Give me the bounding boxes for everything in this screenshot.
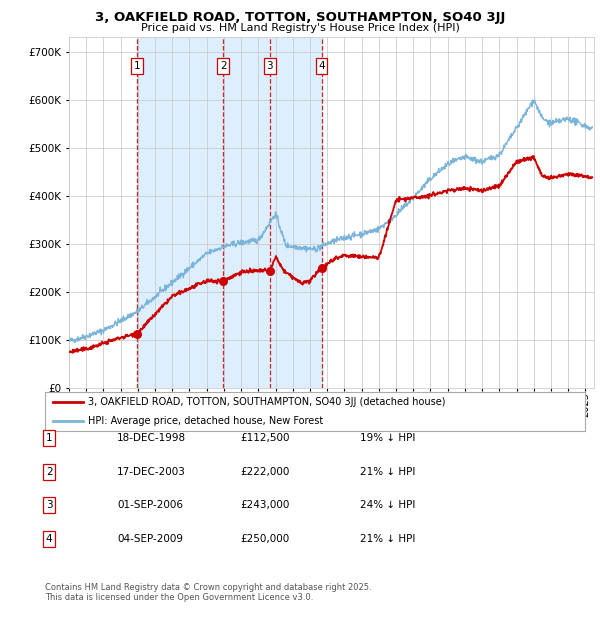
Text: £250,000: £250,000 [240,534,289,544]
Text: 01-SEP-2006: 01-SEP-2006 [117,500,183,510]
Text: £112,500: £112,500 [240,433,290,443]
Text: 1: 1 [46,433,53,443]
Text: 3, OAKFIELD ROAD, TOTTON, SOUTHAMPTON, SO40 3JJ: 3, OAKFIELD ROAD, TOTTON, SOUTHAMPTON, S… [95,11,505,24]
Text: 2: 2 [220,61,227,71]
Text: 3: 3 [46,500,53,510]
Text: 3: 3 [266,61,273,71]
Text: Price paid vs. HM Land Registry's House Price Index (HPI): Price paid vs. HM Land Registry's House … [140,23,460,33]
Text: 1: 1 [134,61,140,71]
Text: Contains HM Land Registry data © Crown copyright and database right 2025.: Contains HM Land Registry data © Crown c… [45,583,371,592]
Text: 2: 2 [46,467,53,477]
Text: 21% ↓ HPI: 21% ↓ HPI [360,467,415,477]
Text: £243,000: £243,000 [240,500,289,510]
Text: 24% ↓ HPI: 24% ↓ HPI [360,500,415,510]
Text: This data is licensed under the Open Government Licence v3.0.: This data is licensed under the Open Gov… [45,593,313,602]
Text: £222,000: £222,000 [240,467,289,477]
Bar [137,37,322,387]
Text: 4: 4 [46,534,53,544]
Text: 19% ↓ HPI: 19% ↓ HPI [360,433,415,443]
Text: 21% ↓ HPI: 21% ↓ HPI [360,534,415,544]
Text: 3, OAKFIELD ROAD, TOTTON, SOUTHAMPTON, SO40 3JJ (detached house): 3, OAKFIELD ROAD, TOTTON, SOUTHAMPTON, S… [88,397,446,407]
Text: 04-SEP-2009: 04-SEP-2009 [117,534,183,544]
Text: 17-DEC-2003: 17-DEC-2003 [117,467,186,477]
Text: 18-DEC-1998: 18-DEC-1998 [117,433,186,443]
Text: HPI: Average price, detached house, New Forest: HPI: Average price, detached house, New … [88,416,323,427]
Text: 4: 4 [318,61,325,71]
